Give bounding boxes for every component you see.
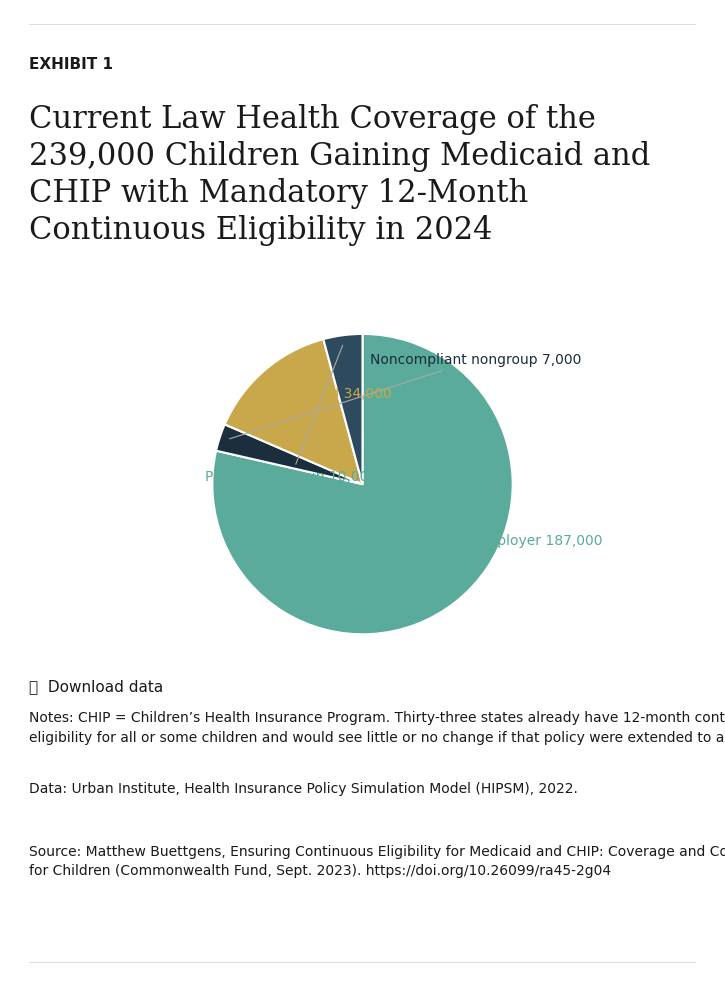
- Text: Data: Urban Institute, Health Insurance Policy Simulation Model (HIPSM), 2022.: Data: Urban Institute, Health Insurance …: [29, 782, 578, 796]
- Wedge shape: [216, 425, 362, 484]
- Text: EXHIBIT 1: EXHIBIT 1: [29, 57, 113, 72]
- Text: Private nongroup 10,000: Private nongroup 10,000: [205, 345, 377, 483]
- Wedge shape: [225, 339, 362, 484]
- Text: Uninsured 34,000: Uninsured 34,000: [270, 387, 392, 401]
- Text: Employer 187,000: Employer 187,000: [428, 535, 602, 563]
- Text: ⤓  Download data: ⤓ Download data: [29, 679, 163, 695]
- Text: Current Law Health Coverage of the
239,000 Children Gaining Medicaid and
CHIP wi: Current Law Health Coverage of the 239,0…: [29, 104, 650, 246]
- Wedge shape: [212, 334, 513, 634]
- Text: Notes: CHIP = Children’s Health Insurance Program. Thirty-three states already h: Notes: CHIP = Children’s Health Insuranc…: [29, 711, 725, 745]
- Text: Noncompliant nongroup 7,000: Noncompliant nongroup 7,000: [230, 353, 581, 439]
- Wedge shape: [323, 334, 362, 484]
- Text: Source: Matthew Buettgens, Ensuring Continuous Eligibility for Medicaid and CHIP: Source: Matthew Buettgens, Ensuring Cont…: [29, 845, 725, 878]
